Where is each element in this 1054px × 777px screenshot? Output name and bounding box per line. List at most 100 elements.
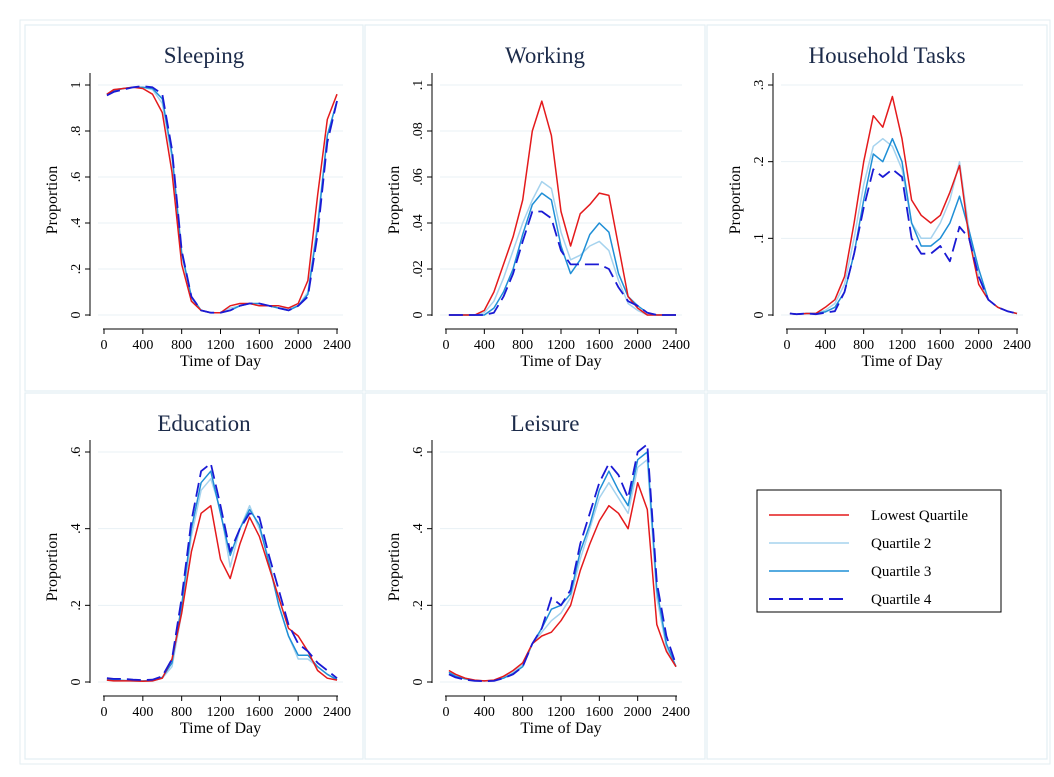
panel-title: Leisure (511, 411, 580, 436)
x-tick-label: 1200 (207, 338, 235, 353)
x-tick-label: 2400 (1003, 338, 1031, 353)
x-tick-label: 0 (101, 705, 108, 720)
y-tick-label: .6 (69, 172, 84, 183)
x-tick-label: 1200 (888, 338, 916, 353)
y-tick-label: .3 (752, 80, 767, 91)
y-tick-label: 0 (411, 679, 426, 686)
series-line-lowest-quartile (448, 100, 676, 316)
panel-title: Household Tasks (808, 43, 965, 68)
legend-label: Quartile 3 (871, 564, 931, 580)
y-tick-label: .4 (69, 523, 84, 534)
x-tick-label: 1600 (926, 338, 954, 353)
series-line-quartile-4 (789, 168, 1018, 316)
y-tick-label: .6 (69, 447, 84, 458)
x-tick-label: 2000 (284, 338, 312, 353)
series-line-quartile-4 (106, 462, 338, 681)
x-axis-label: Time of Day (180, 353, 261, 370)
legend-box (756, 489, 1002, 613)
y-axis-label: Proportion (727, 166, 744, 234)
y-tick-label: .08 (411, 122, 426, 140)
panel-background (364, 24, 706, 392)
x-tick-label: 0 (101, 338, 108, 353)
y-tick-label: .2 (752, 156, 767, 167)
panel-title: Sleeping (164, 43, 245, 68)
series-line-quartile-2 (448, 180, 676, 316)
panel-2: Working 0 .02 .04 .06 .08 .1 0 400 800 1200 1600 200… (364, 24, 706, 392)
series-line-quartile-4 (448, 210, 676, 316)
x-axis-label: Time of Day (520, 353, 601, 370)
y-tick-label: .04 (411, 214, 426, 232)
x-tick-label: 2000 (624, 705, 652, 720)
panel-1: Sleeping 0 .2 .4 .6 .8 1 0 400 800 1200 1600 2000 240… (24, 24, 364, 392)
x-tick-label: 1600 (585, 705, 613, 720)
x-tick-label: 400 (132, 338, 153, 353)
x-axis-label: Time of Day (520, 720, 601, 737)
panel-5: Leisure 0 .2 .4 .6 0 400 800 1200 1600 2000 2400 Tim… (364, 392, 706, 760)
series-line-quartile-4 (106, 85, 338, 314)
x-tick-label: 2400 (323, 705, 351, 720)
y-tick-label: .2 (411, 600, 426, 611)
x-tick-label: 2400 (323, 338, 351, 353)
y-tick-label: 0 (411, 312, 426, 319)
legend: Lowest Quartile Quartile 2 Quartile 3 Quart… (756, 489, 1002, 613)
panel-3: Household Tasks 0 .1 .2 .3 0 400 800 1200 1600 200… (706, 24, 1048, 392)
x-tick-label: 0 (784, 338, 791, 353)
y-axis-label: Proportion (386, 166, 403, 234)
panel-title: Working (505, 43, 585, 68)
x-tick-label: 1200 (547, 705, 575, 720)
x-tick-label: 800 (171, 705, 192, 720)
series-line-quartile-3 (789, 137, 1018, 315)
x-tick-label: 1600 (245, 338, 273, 353)
x-tick-label: 1200 (207, 705, 235, 720)
figure-frame (19, 19, 1051, 765)
x-tick-label: 400 (474, 338, 495, 353)
x-tick-label: 0 (443, 705, 450, 720)
y-tick-label: .1 (411, 80, 426, 91)
x-tick-label: 800 (853, 338, 874, 353)
legend-label: Quartile 2 (871, 536, 931, 552)
x-tick-label: 400 (815, 338, 836, 353)
y-tick-label: 1 (69, 82, 84, 89)
panel-4: Education 0 .2 .4 .6 0 400 800 1200 1600 2000 2400 T… (24, 392, 364, 760)
panel-background (706, 24, 1048, 392)
panel-background (24, 392, 364, 760)
x-tick-label: 2000 (624, 338, 652, 353)
series-line-lowest-quartile (448, 481, 677, 682)
y-tick-label: 0 (752, 312, 767, 319)
y-tick-label: .6 (411, 447, 426, 458)
series-line-quartile-4 (448, 443, 677, 683)
panel-title: Education (157, 411, 251, 436)
x-tick-label: 2000 (284, 705, 312, 720)
x-tick-label: 400 (474, 705, 495, 720)
x-tick-label: 2400 (662, 338, 690, 353)
x-tick-label: 1600 (585, 338, 613, 353)
x-tick-label: 1600 (245, 705, 273, 720)
y-tick-label: .8 (69, 126, 84, 137)
x-tick-label: 800 (171, 338, 192, 353)
x-tick-label: 0 (443, 338, 450, 353)
y-tick-label: .4 (411, 523, 426, 534)
series-line-lowest-quartile (789, 95, 1018, 315)
y-axis-label: Proportion (386, 533, 403, 601)
y-tick-label: 0 (69, 679, 84, 686)
y-tick-label: .06 (411, 168, 426, 186)
x-axis-label: Time of Day (180, 720, 261, 737)
y-axis-label: Proportion (44, 533, 61, 601)
x-tick-label: 2000 (965, 338, 993, 353)
x-tick-label: 2400 (662, 705, 690, 720)
x-tick-label: 800 (512, 338, 533, 353)
y-tick-label: .2 (69, 264, 84, 275)
x-axis-label: Time of Day (861, 353, 942, 370)
y-tick-label: .02 (411, 260, 426, 278)
x-tick-label: 1200 (547, 338, 575, 353)
panel-background (24, 24, 364, 392)
y-tick-label: .4 (69, 218, 84, 229)
y-tick-label: .1 (752, 233, 767, 244)
series-line-lowest-quartile (106, 504, 338, 682)
legend-label: Quartile 4 (871, 592, 932, 608)
x-tick-label: 800 (512, 705, 533, 720)
y-tick-label: 0 (69, 312, 84, 319)
y-axis-label: Proportion (44, 166, 61, 234)
